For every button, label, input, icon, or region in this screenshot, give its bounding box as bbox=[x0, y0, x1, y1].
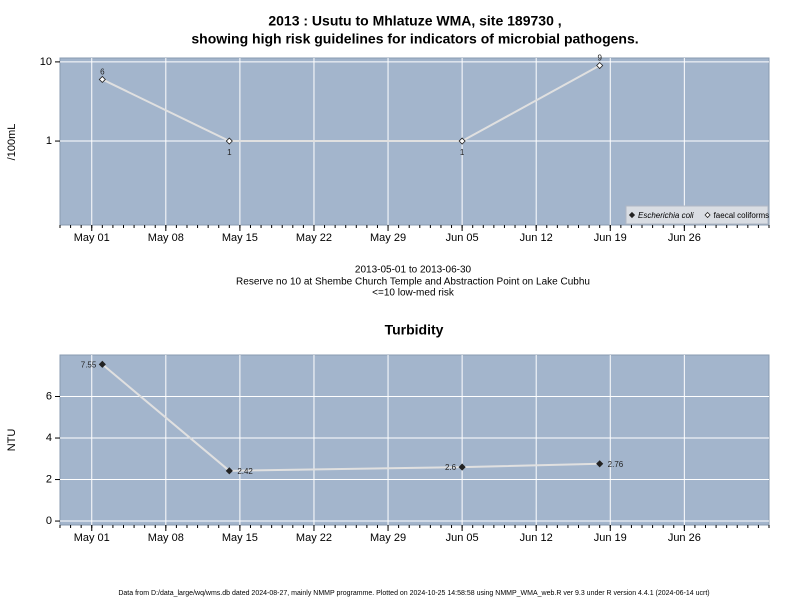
data-label: 6 bbox=[100, 68, 105, 77]
x-tick-label: May 22 bbox=[296, 232, 332, 244]
plot-area bbox=[59, 354, 770, 526]
chart-title: 2013 : Usutu to Mhlatuze WMA, site 18973… bbox=[268, 13, 561, 29]
x-tick-label: Jun 12 bbox=[520, 532, 553, 544]
legend-box bbox=[625, 205, 769, 225]
y-axis-label: NTU bbox=[6, 429, 18, 452]
y-tick-label: 4 bbox=[46, 432, 52, 444]
data-point bbox=[458, 463, 466, 471]
data-label: 2.42 bbox=[237, 467, 253, 476]
x-tick-label: May 22 bbox=[296, 532, 332, 544]
series-line bbox=[101, 363, 600, 472]
legend-marker bbox=[628, 211, 636, 219]
data-point bbox=[596, 61, 604, 70]
data-point bbox=[98, 360, 106, 368]
x-tick-label: Jun 26 bbox=[668, 232, 701, 244]
chart-title: showing high risk guidelines for indicat… bbox=[191, 31, 638, 47]
y-tick-label: 2 bbox=[46, 473, 52, 485]
legend-label: faecal coliforms bbox=[714, 211, 770, 220]
data-label: 1 bbox=[460, 148, 465, 157]
data-point bbox=[458, 137, 466, 145]
footer: Data from D:/data_large/wq/wms.db dated … bbox=[118, 590, 709, 597]
x-tick-label: May 08 bbox=[148, 532, 184, 544]
x-tick-label: Jun 05 bbox=[446, 232, 479, 244]
data-point bbox=[225, 467, 233, 475]
data-label: 9 bbox=[597, 54, 602, 63]
data-point bbox=[225, 137, 233, 145]
x-tick-label: May 15 bbox=[222, 232, 258, 244]
y-axis-label: /100mL bbox=[6, 124, 18, 161]
x-tick-label: May 01 bbox=[74, 232, 110, 244]
x-tick-label: May 15 bbox=[222, 532, 258, 544]
x-tick-label: May 29 bbox=[370, 532, 406, 544]
data-label: 2.76 bbox=[608, 460, 624, 469]
data-label: 1 bbox=[227, 148, 232, 157]
series-line bbox=[101, 64, 601, 143]
y-tick-label: 0 bbox=[46, 515, 52, 527]
data-label: 2.6 bbox=[445, 463, 457, 472]
legend-label: Escherichia coli bbox=[638, 211, 694, 220]
subtitle: 2013-05-01 to 2013-06-30 bbox=[355, 265, 472, 276]
x-tick-label: Jun 26 bbox=[668, 532, 701, 544]
y-tick-label: 6 bbox=[46, 390, 52, 402]
x-tick-label: Jun 19 bbox=[594, 532, 627, 544]
y-tick-label: 10 bbox=[40, 56, 52, 68]
data-point bbox=[98, 75, 106, 84]
legend-marker bbox=[704, 211, 711, 219]
x-tick-label: May 01 bbox=[74, 532, 110, 544]
x-tick-label: May 29 bbox=[370, 232, 406, 244]
subtitle: <=10 low-med risk bbox=[372, 288, 455, 299]
x-tick-label: Jun 05 bbox=[446, 532, 479, 544]
y-tick-label: 1 bbox=[46, 135, 52, 147]
x-tick-label: Jun 19 bbox=[594, 232, 627, 244]
subtitle: Reserve no 10 at Shembe Church Temple an… bbox=[236, 277, 590, 288]
x-tick-label: May 08 bbox=[148, 232, 184, 244]
data-label: 7.55 bbox=[81, 360, 97, 369]
x-tick-label: Jun 12 bbox=[520, 232, 553, 244]
chart-title: Turbidity bbox=[385, 322, 444, 338]
data-point bbox=[596, 460, 604, 468]
